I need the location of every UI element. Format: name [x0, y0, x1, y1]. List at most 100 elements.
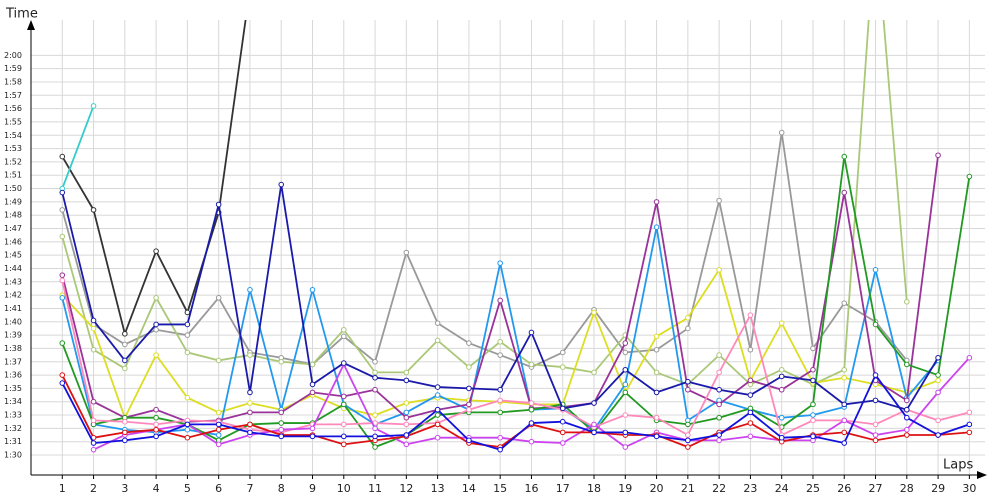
- lap-point: [90, 440, 97, 446]
- series-line: [61, 105, 95, 189]
- x-tick-label: 27: [869, 482, 883, 495]
- lap-point: [153, 321, 159, 328]
- lap-point: [59, 372, 66, 378]
- series: [59, 20, 973, 453]
- lap-point: [747, 346, 754, 353]
- lap-point: [966, 354, 973, 361]
- lap-point: [872, 421, 879, 428]
- lap-point: [278, 181, 285, 188]
- lap-point: [122, 418, 128, 425]
- x-tick-label: 28: [900, 482, 914, 495]
- lap-point: [716, 401, 722, 408]
- lap-point: [278, 409, 285, 416]
- lap-point: [528, 406, 535, 413]
- lap-point: [215, 421, 222, 428]
- lap-point: [935, 372, 941, 378]
- lap-point: [184, 349, 191, 356]
- lap-point: [247, 421, 253, 428]
- lap-point: [559, 418, 566, 425]
- lap-point: [372, 433, 378, 440]
- lap-point: [810, 366, 816, 373]
- lap-point: [591, 369, 597, 376]
- lap-point: [372, 444, 378, 450]
- lap-point: [309, 433, 316, 440]
- lap-point: [340, 421, 347, 428]
- lap-point: [59, 380, 66, 386]
- lap-point: [591, 429, 597, 436]
- lap-point: [841, 374, 848, 381]
- lap-point: [247, 389, 253, 396]
- lap-point: [778, 386, 785, 393]
- lap-point: [403, 414, 410, 421]
- y-tick-label: 1:31: [4, 437, 22, 446]
- lap-point: [935, 354, 941, 361]
- x-arrow: [977, 471, 987, 479]
- lap-point: [778, 434, 785, 441]
- y-tick-label: 1:45: [4, 251, 22, 260]
- lap-point: [653, 199, 660, 205]
- lap-point: [685, 444, 691, 450]
- lap-point: [935, 152, 941, 159]
- y-tick-label: 1:34: [4, 397, 22, 406]
- lap-point: [778, 129, 785, 136]
- lap-point: [622, 429, 629, 436]
- x-tick-label: 5: [184, 482, 191, 495]
- lap-point: [59, 207, 66, 213]
- lap-point: [90, 207, 97, 213]
- lap-point: [497, 446, 503, 453]
- lap-point: [810, 377, 816, 384]
- y-tick-label: 1:56: [4, 104, 22, 113]
- lap-point: [372, 412, 378, 418]
- lap-point: [528, 438, 535, 445]
- lap-point: [434, 392, 441, 398]
- lap-point: [497, 297, 503, 304]
- lap-point: [528, 400, 535, 406]
- lap-point: [497, 260, 503, 266]
- lap-point: [153, 294, 159, 301]
- lap-point: [215, 426, 222, 433]
- lap-point: [153, 352, 159, 358]
- y-tick-label: 1:41: [4, 304, 22, 313]
- lap-point: [653, 433, 660, 440]
- lap-point: [184, 394, 191, 401]
- lap-point: [622, 366, 629, 373]
- lap-point: [59, 294, 66, 301]
- lap-point: [872, 321, 879, 328]
- y-tick-label: 1:33: [4, 411, 22, 420]
- lap-point: [747, 433, 754, 440]
- x-axis-label: Laps: [943, 458, 973, 473]
- y-tick-label: 1:37: [4, 357, 22, 366]
- lap-point: [591, 421, 597, 428]
- lap-point: [747, 409, 754, 416]
- lap-point: [184, 434, 191, 441]
- lap-point: [810, 345, 816, 352]
- lap-point: [90, 446, 97, 453]
- lap-point: [278, 358, 285, 365]
- lap-point: [122, 330, 128, 337]
- lap-point: [528, 420, 535, 426]
- lap-point: [247, 287, 253, 293]
- lap-point: [872, 437, 879, 444]
- y-tick-label: 1:49: [4, 197, 22, 206]
- lap-point: [716, 437, 722, 444]
- lap-point: [778, 373, 785, 380]
- lap-point: [685, 386, 691, 393]
- lap-point: [622, 349, 629, 356]
- x-tick-label: 20: [650, 482, 664, 495]
- lap-point: [215, 201, 222, 208]
- lap-point: [841, 429, 848, 436]
- lap-point: [466, 406, 472, 413]
- lap-point: [653, 346, 660, 353]
- y-tick-label: 1:47: [4, 224, 22, 233]
- lap-point: [340, 433, 347, 440]
- lap-point: [747, 420, 754, 426]
- lap-point: [904, 406, 910, 413]
- lap-point: [466, 437, 472, 444]
- lap-point: [935, 389, 941, 396]
- lap-point: [904, 397, 910, 404]
- y-tick-label: 1:44: [4, 264, 22, 273]
- x-tick-label: 19: [618, 482, 632, 495]
- lap-point: [810, 401, 816, 408]
- lap-point: [434, 384, 441, 390]
- lap-point: [403, 421, 410, 428]
